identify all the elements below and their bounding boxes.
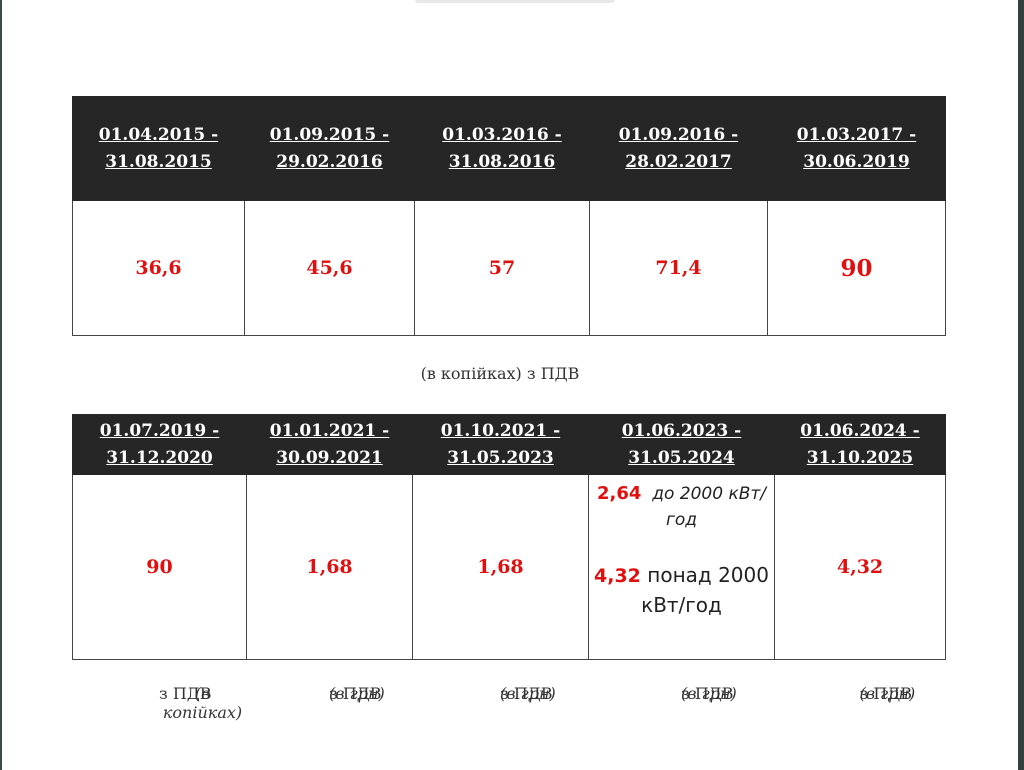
tariff-value-cell: 90 (767, 200, 946, 336)
tariff-value-high: 4,32 (594, 565, 641, 587)
tariff-value: 36,6 (135, 257, 182, 279)
period-header: 01.07.2019 -31.12.2020 (72, 414, 247, 475)
period-header: 01.03.2017 -30.06.2019 (767, 96, 946, 201)
tariff-value: 1,68 (477, 556, 524, 578)
tariff-table-1: 01.04.2015 -31.08.2015 01.09.2015 -29.02… (72, 96, 946, 336)
tariff-high-text-2: кВт/год (641, 593, 722, 617)
period-header: 01.09.2015 -29.02.2016 (244, 96, 415, 201)
period-header: 01.01.2021 -30.09.2021 (246, 414, 413, 475)
period-header: 01.10.2021 -31.05.2023 (412, 414, 589, 475)
top-shadow (415, 0, 615, 3)
tariff-value-cell: 1,68 (246, 474, 413, 660)
tariff-value-cell: 4,32 (774, 474, 946, 660)
tariff-value: 57 (488, 257, 516, 279)
tariff-high-line: 4,32 понад 2000 кВт/год (589, 561, 774, 620)
tariff-low-line: 2,64 до 2000 кВт/ (589, 481, 774, 507)
table-value-row: 36,6 45,6 57 71,4 90 (72, 200, 946, 336)
table-value-row: 90 1,68 1,68 2,64 до 2000 кВт/ год 4,32 … (72, 474, 946, 660)
tariff-low-text-2: год (665, 510, 698, 530)
window-edge-left (0, 0, 2, 770)
tariff-value-cell: 71,4 (589, 200, 768, 336)
table1-unit-note: (в копійках) з ПДВ (420, 364, 580, 383)
tariff-value-cell: 57 (414, 200, 590, 336)
tariff-table-2: 01.07.2019 -31.12.2020 01.01.2021 -30.09… (72, 414, 946, 660)
period-header: 01.09.2016 -28.02.2017 (589, 96, 768, 201)
table-header-row: 01.07.2019 -31.12.2020 01.01.2021 -30.09… (72, 414, 946, 475)
period-header: 01.06.2024 -31.10.2025 (774, 414, 946, 475)
tariff-value: 1,68 (306, 556, 353, 578)
table-header-row: 01.04.2015 -31.08.2015 01.09.2015 -29.02… (72, 96, 946, 201)
period-header: 01.06.2023 -31.05.2024 (588, 414, 775, 475)
tariff-value-cell: 36,6 (72, 200, 245, 336)
split-tariff: 2,64 до 2000 кВт/ год 4,32 понад 2000 кВ… (589, 481, 774, 620)
tariff-value: 45,6 (306, 257, 353, 279)
period-header: 01.04.2015 -31.08.2015 (72, 96, 245, 201)
tariff-value: 90 (840, 254, 873, 282)
tariff-value: 90 (146, 556, 173, 578)
tariff-value-cell: 45,6 (244, 200, 415, 336)
split-tariff-cell: 2,64 до 2000 кВт/ год 4,32 понад 2000 кВ… (588, 474, 775, 660)
tariff-value: 71,4 (655, 257, 702, 279)
tariff-value-cell: 90 (72, 474, 247, 660)
tariff-low-text: до 2000 кВт/ (652, 484, 767, 504)
period-header: 01.03.2016 -31.08.2016 (414, 96, 590, 201)
tariff-value-cell: 1,68 (412, 474, 589, 660)
tariff-high-text: понад 2000 (647, 563, 769, 587)
tariff-value-low: 2,64 (596, 483, 642, 504)
window-edge-right (1018, 0, 1024, 770)
tariff-value: 4,32 (836, 556, 884, 578)
